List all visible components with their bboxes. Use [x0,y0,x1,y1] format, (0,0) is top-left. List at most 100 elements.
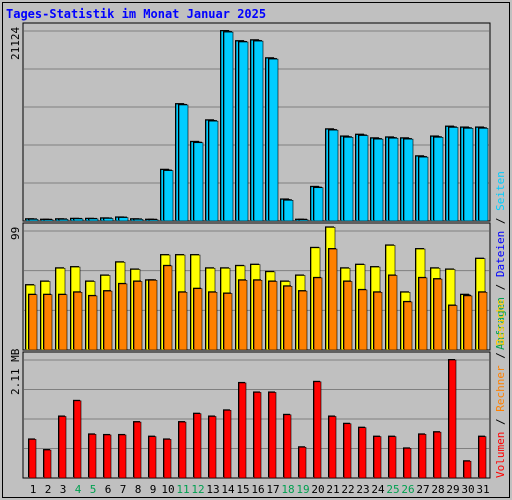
legend-anfragen-dateien-seiten-part-2: Dateien [494,231,507,277]
bar-volumen-27 [418,434,427,479]
bar-rechner-12 [193,288,203,351]
bar-rechner-2 [43,294,53,351]
x-tick-label-15: 15 [236,483,249,496]
bar-rechner-9 [148,279,158,351]
x-tick-label-21: 21 [326,483,339,496]
bar-rechner-29 [448,305,458,351]
bar-rechner-27 [418,277,428,351]
bar-volumen-11 [178,421,187,479]
legend-anfragen-dateien-seiten-part-1: / [494,277,507,297]
legend-anfragen-dateien-seiten: Anfragen / Dateien / Seiten [494,171,507,350]
legend-volumen-rechner-besuche-part-3: / [494,346,507,366]
x-tick-label-7: 7 [120,483,127,496]
bar-rechner-3 [58,294,68,351]
x-tick-label-19: 19 [296,483,309,496]
bar-volumen-26 [403,448,412,479]
bar-rechner-13 [208,292,218,351]
bar-dateien-15 [238,41,249,222]
bar-rechner-11 [178,292,188,351]
y-max-label-besuche: 99 [9,227,22,240]
bar-dateien-30 [463,128,474,222]
bar-volumen-1 [28,439,37,479]
bar-dateien-28 [433,137,444,222]
x-tick-label-9: 9 [150,483,157,496]
bar-dateien-21 [328,129,339,222]
x-tick-label-25: 25 [386,483,399,496]
x-tick-label-23: 23 [356,483,369,496]
bar-volumen-28 [433,431,442,479]
bar-dateien-16 [253,40,264,222]
legend-volumen-rechner-besuche-part-4: Besuche [494,299,507,345]
bar-dateien-11 [178,104,189,222]
x-tick-label-14: 14 [221,483,235,496]
bar-dateien-20 [313,187,324,222]
bar-rechner-1 [28,294,38,351]
x-tick-label-1: 1 [30,483,37,496]
bar-rechner-23 [358,289,368,351]
bar-volumen-16 [253,392,262,479]
legend-anfragen-dateien-seiten-part-3: / [494,211,507,231]
bar-volumen-21 [328,416,337,479]
x-tick-label-30: 30 [461,483,474,496]
bar-volumen-15 [238,382,247,479]
bar-rechner-30 [463,295,473,351]
bar-dateien-14 [223,31,234,222]
bar-dateien-29 [448,127,459,222]
bar-dateien-23 [358,135,369,222]
y-max-label-volumen: 2.11 MB [9,348,22,395]
bar-volumen-10 [163,439,172,479]
bar-dateien-8 [133,219,144,222]
bar-dateien-19-shadow [298,218,307,220]
bar-volumen-19 [298,446,307,479]
x-tick-label-6: 6 [105,483,112,496]
x-tick-label-29: 29 [446,483,459,496]
bar-volumen-22 [343,423,352,479]
bar-rechner-5 [88,295,98,351]
bar-dateien-2-shadow [43,218,52,220]
x-tick-label-27: 27 [416,483,429,496]
bar-dateien-4 [73,218,84,222]
bar-dateien-19 [298,219,309,222]
bar-dateien-24 [373,138,384,222]
x-tick-label-11: 11 [176,483,189,496]
bar-rechner-8 [133,281,143,351]
bar-volumen-3 [58,416,67,479]
bar-rechner-19 [298,290,308,351]
x-tick-label-31: 31 [476,483,489,496]
bar-rechner-10 [163,265,173,351]
bar-dateien-1 [28,219,39,222]
x-tick-label-17: 17 [266,483,279,496]
bar-dateien-7 [118,217,129,222]
bar-dateien-9 [148,219,159,222]
x-tick-label-5: 5 [90,483,97,496]
bar-volumen-13 [208,416,217,479]
bar-volumen-18 [283,414,292,479]
bar-dateien-6 [103,218,114,222]
bar-dateien-13 [208,120,219,222]
x-tick-label-13: 13 [206,483,219,496]
bar-rechner-24 [373,292,383,351]
bar-volumen-8 [133,421,142,479]
bar-dateien-12 [193,142,204,222]
legend-volumen-rechner-besuche: Volumen / Rechner / Besuche [494,299,507,478]
legend-anfragen-dateien-seiten-part-4: Seiten [494,171,507,211]
bar-volumen-24 [373,436,382,479]
bar-volumen-6 [103,434,112,479]
x-tick-label-12: 12 [191,483,204,496]
x-tick-label-24: 24 [371,483,385,496]
bar-volumen-7 [118,434,127,479]
bar-dateien-27 [418,156,429,222]
x-tick-label-8: 8 [135,483,142,496]
x-tick-label-26: 26 [401,483,414,496]
bar-dateien-5 [88,218,99,222]
bar-rechner-6 [103,290,113,351]
bar-rechner-15 [238,279,248,351]
bar-volumen-5 [88,434,97,479]
bar-dateien-25 [388,137,399,222]
bar-volumen-12 [193,413,202,479]
bar-rechner-31 [478,292,488,351]
x-tick-label-22: 22 [341,483,354,496]
bar-dateien-9-shadow [148,218,157,220]
